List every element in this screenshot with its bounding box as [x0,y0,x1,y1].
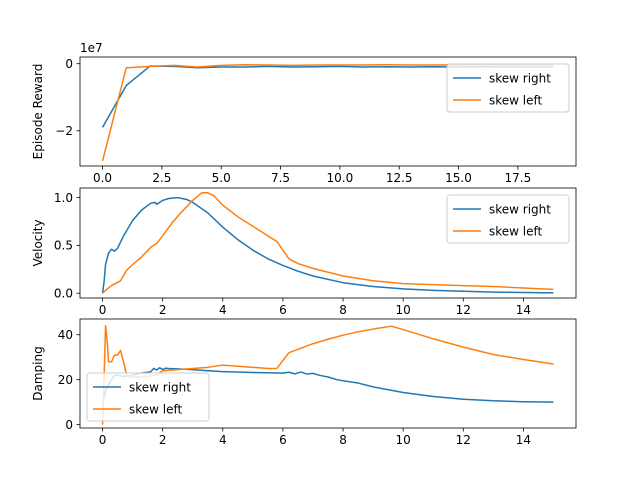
legend-label: skew right [489,202,551,216]
x-tick-label: 14 [516,433,531,447]
y-axis-label: Episode Reward [31,64,45,160]
x-tick-label: 14 [516,303,531,317]
x-tick-label: 8 [339,433,347,447]
x-tick-label: 7.5 [271,171,290,185]
y-tick-label: 0.0 [54,287,73,301]
y-tick-label: 0 [65,418,73,432]
x-tick-label: 4 [219,303,227,317]
legend-label: skew left [489,93,543,107]
legend-label: skew left [489,224,543,238]
chart-panel-3: 0 2 4 6 8 10 12 14 0 20 40 Damping skew right skew le… [31,318,577,447]
y-axis-label: Velocity [31,219,45,266]
x-tick-label: 10 [396,303,411,317]
y-tick-label: 0 [65,57,73,71]
x-tick-label: 12 [456,303,471,317]
y-tick-label: 20 [58,373,73,387]
x-tick-label: 12 [456,433,471,447]
series-line-skew-left [102,192,554,294]
x-tick-label: 0.0 [93,171,112,185]
x-tick-label: 2 [159,433,167,447]
x-tick-label: 17.5 [504,171,531,185]
legend-label: skew left [129,402,183,416]
x-tick-label: 8 [339,303,347,317]
x-tick-label: 10.0 [327,171,354,185]
x-tick-label: 15.0 [445,171,472,185]
x-tick-label: 12.5 [386,171,413,185]
legend: skew right skew left [446,63,570,113]
axes-frame [79,56,577,167]
x-tick-label: 0 [99,433,107,447]
x-tick-label: 4 [219,433,227,447]
y-tick-label: −2 [55,124,73,138]
axes-frame [79,187,577,299]
series-line-skew-right [101,196,554,294]
legend-label: skew right [489,71,551,85]
x-tick-label: 2 [159,303,167,317]
x-tick-label: 6 [279,433,287,447]
series-line-skew-left [101,324,554,425]
y-tick-label: 1.0 [54,191,73,205]
legend-label: skew right [129,380,191,394]
axes-frame [79,318,577,429]
x-tick-label: 6 [279,303,287,317]
y-axis-label: Damping [31,346,45,400]
x-tick-label: 10 [396,433,411,447]
y-offset-label: 1e7 [80,41,103,55]
chart-panel-1: 0.0 2.5 5.0 7.5 10.0 12.5 15.0 17.5 0 −2 Episode R… [31,41,577,185]
x-tick-label: 2.5 [152,171,171,185]
x-tick-label: 5.0 [212,171,231,185]
y-tick-label: 0.5 [54,239,73,253]
y-tick-label: 40 [58,328,73,342]
x-tick-label: 0 [99,303,107,317]
legend: skew right skew left [86,372,210,422]
legend: skew right skew left [446,194,570,244]
